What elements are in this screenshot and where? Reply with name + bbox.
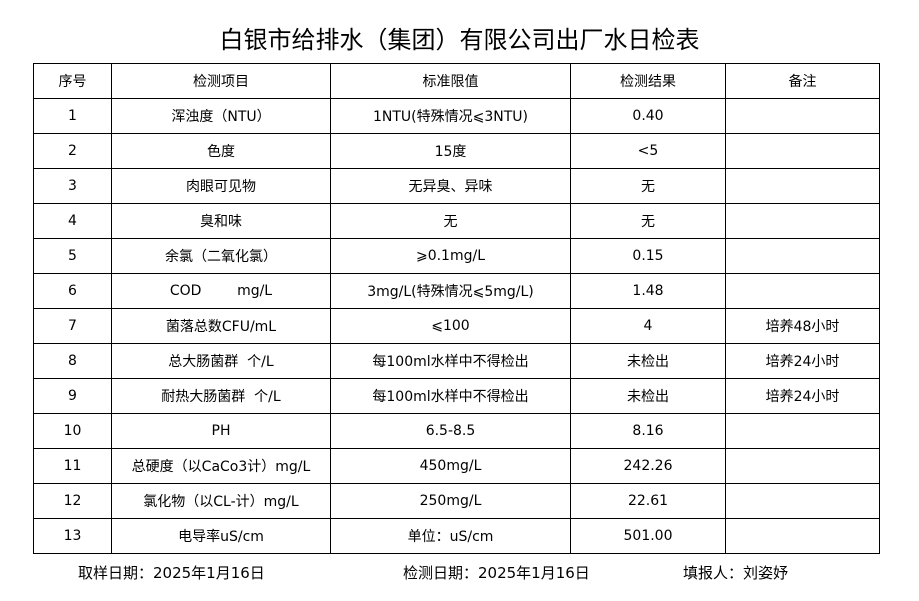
row: 4 臭和味无无 (33, 203, 880, 239)
cell: 8 (33, 343, 112, 379)
cell: 4 (570, 308, 726, 344)
cell: 每100ml水样中不得检出 (330, 343, 571, 379)
row: 12 氯化物（以CL-计）mg/L 250mg/L 22.61 (33, 483, 880, 519)
cell: ⩽100 (330, 308, 571, 344)
cell (725, 273, 880, 309)
cell: 电导率uS/cm (111, 518, 331, 554)
cell (725, 413, 880, 449)
cell: PH (111, 413, 331, 449)
cell: 8.16 (570, 413, 726, 449)
cell (725, 168, 880, 204)
cell: 22.61 (570, 483, 726, 519)
cell (725, 518, 880, 554)
row: 6 COD mg/L 3mg/L(特殊情况⩽5mg/L) 1.48 (33, 273, 880, 309)
reporter: 填报人：刘姿妤 (683, 564, 789, 582)
cell: 未检出 (570, 343, 726, 379)
cell: 9 (33, 378, 112, 414)
cell: 242.26 (570, 448, 726, 484)
cell: 501.00 (570, 518, 726, 554)
cell (725, 238, 880, 274)
row: 5 余氯（二氧化氯） ⩾0.1mg/L 0.15 (33, 238, 880, 274)
cell: 6.5-8.5 (330, 413, 571, 449)
cell: 4 (33, 203, 112, 239)
cell: 培养48小时 (725, 308, 880, 344)
cell: 3 (33, 168, 112, 204)
table: 序号 检测项目 标准限值 检测结果 备注 1 浑浊度（NTU） 1NTU(特殊情况⩽3NTU)… (33, 63, 880, 554)
row: 7 菌落总数CFU/mL ⩽100 4 培养48小时 (33, 308, 880, 344)
row: 10 PH 6.5-8.5 8.16 (33, 413, 880, 449)
test-date: 检测日期：2025年1月16日 (403, 564, 590, 582)
cell: 未检出 (570, 378, 726, 414)
cell: 2 (33, 133, 112, 169)
cell (725, 133, 880, 169)
row: 3 肉眼可见物 无异臭、异味无 (33, 168, 880, 204)
cell: 无 (570, 203, 726, 239)
cell: 10 (33, 413, 112, 449)
cell: 12 (33, 483, 112, 519)
cell: 0.40 (570, 98, 726, 134)
cell: 无 (570, 168, 726, 204)
cell: 氯化物（以CL-计）mg/L (111, 483, 331, 519)
cell: 0.15 (570, 238, 726, 274)
cell: 培养24小时 (725, 343, 880, 379)
cell: 7 (33, 308, 112, 344)
cell: 无 (330, 203, 571, 239)
cell: 15度 (330, 133, 571, 169)
cell: 肉眼可见物 (111, 168, 331, 204)
column-header: 备注 (725, 63, 880, 99)
cell: 臭和味 (111, 203, 331, 239)
header-row: 序号 检测项目 标准限值 检测结果 备注 (33, 63, 880, 99)
column-header: 检测项目 (111, 63, 331, 99)
cell: ⩾0.1mg/L (330, 238, 571, 274)
cell: <5 (570, 133, 726, 169)
cell: 单位：uS/cm (330, 518, 571, 554)
row: 2 色度 15度 <5 (33, 133, 880, 169)
cell: 耐热大肠菌群 个/L (111, 378, 331, 414)
cell: 浑浊度（NTU） (111, 98, 331, 134)
cell: 培养24小时 (725, 378, 880, 414)
cell: 6 (33, 273, 112, 309)
title: 白银市给排水（集团）有限公司出厂水日检表 (219, 26, 700, 54)
row: 8 总大肠菌群 个/L 每100ml水样中不得检出 未检出 培养24小时 (33, 343, 880, 379)
column-header: 序号 (33, 63, 112, 99)
cell: 1 (33, 98, 112, 134)
row: 9 耐热大肠菌群 个/L 每100ml水样中不得检出 未检出 培养24小时 (33, 378, 880, 414)
cell: 450mg/L (330, 448, 571, 484)
cell: COD mg/L (111, 273, 331, 309)
cell: 总硬度（以CaCo3计）mg/L (111, 448, 331, 484)
cell (725, 483, 880, 519)
cell: 色度 (111, 133, 331, 169)
cell: 无异臭、异味 (330, 168, 571, 204)
column-header: 检测结果 (570, 63, 726, 99)
cell: 余氯（二氧化氯） (111, 238, 331, 274)
cell (725, 448, 880, 484)
row: 1 浑浊度（NTU） 1NTU(特殊情况⩽3NTU) 0.40 (33, 98, 880, 134)
cell: 5 (33, 238, 112, 274)
cell: 菌落总数CFU/mL (111, 308, 331, 344)
cell: 总大肠菌群 个/L (111, 343, 331, 379)
cell (725, 203, 880, 239)
cell: 每100ml水样中不得检出 (330, 378, 571, 414)
cell: 1.48 (570, 273, 726, 309)
row: 11 总硬度（以CaCo3计）mg/L 450mg/L 242.26 (33, 448, 880, 484)
sample-date: 取样日期：2025年1月16日 (78, 564, 265, 582)
cell: 11 (33, 448, 112, 484)
row: 13 电导率uS/cm 单位：uS/cm 501.00 (33, 518, 880, 554)
cell (725, 98, 880, 134)
cell: 3mg/L(特殊情况⩽5mg/L) (330, 273, 571, 309)
cell: 250mg/L (330, 483, 571, 519)
column-header: 标准限值 (330, 63, 571, 99)
cell: 13 (33, 518, 112, 554)
cell: 1NTU(特殊情况⩽3NTU) (330, 98, 571, 134)
